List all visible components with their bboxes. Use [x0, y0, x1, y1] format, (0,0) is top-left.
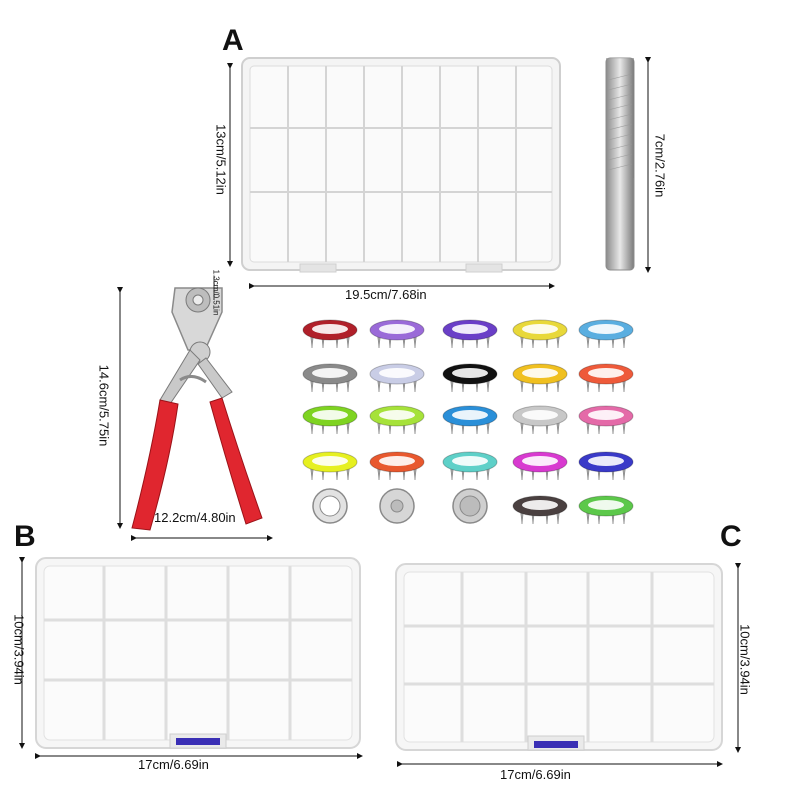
dim-box-c-height: 10cm/3.94in: [737, 624, 753, 695]
snap-socket: [312, 488, 348, 524]
snap-prong-ring: [369, 319, 425, 349]
dim-box-a-width: 19.5cm/7.68in: [345, 287, 427, 302]
snap-prong-ring: [578, 495, 634, 525]
dim-box-c-width: 17cm/6.69in: [500, 767, 571, 782]
dim-pliers-jaw: 1.3cm/0.51in: [211, 269, 221, 316]
storage-box-a: [241, 57, 561, 273]
dim-box-b-height: 10cm/3.94in: [11, 614, 27, 685]
snap-prong-ring: [442, 319, 498, 349]
storage-box-b: [35, 557, 361, 749]
snap-prong-ring: [369, 405, 425, 435]
storage-box-c: [395, 563, 723, 751]
dim-punch-height: 7cm/2.76in: [652, 133, 668, 198]
snap-fastener-grid: [302, 319, 634, 525]
punch-tool: [605, 57, 635, 271]
snap-prong-ring: [302, 405, 358, 435]
snap-prong-ring: [512, 363, 568, 393]
dim-box-a-height: 13cm/5.12in: [213, 124, 229, 195]
label-b: B: [14, 520, 36, 553]
snap-pliers: [131, 287, 263, 531]
latch-c: [534, 741, 578, 748]
snap-socket: [379, 488, 415, 524]
snap-prong-ring: [442, 451, 498, 481]
snap-prong-ring: [302, 451, 358, 481]
snap-socket: [452, 488, 488, 524]
snap-prong-ring: [512, 319, 568, 349]
dim-pliers-height: 14.6cm/5.75in: [96, 364, 112, 447]
snap-prong-ring: [302, 319, 358, 349]
label-a: A: [222, 24, 244, 57]
latch-b: [176, 738, 220, 745]
snap-prong-ring: [578, 319, 634, 349]
label-c: C: [720, 520, 742, 553]
snap-prong-ring: [302, 363, 358, 393]
snap-prong-ring: [369, 363, 425, 393]
dim-box-b-width: 17cm/6.69in: [138, 757, 209, 772]
snap-prong-ring: [578, 451, 634, 481]
snap-prong-ring: [442, 363, 498, 393]
snap-prong-ring: [512, 405, 568, 435]
snap-prong-ring: [578, 405, 634, 435]
snap-prong-ring: [442, 405, 498, 435]
snap-prong-ring: [512, 451, 568, 481]
dim-pliers-width: 12.2cm/4.80in: [154, 510, 236, 525]
snap-prong-ring: [578, 363, 634, 393]
snap-prong-ring: [512, 495, 568, 525]
snap-prong-ring: [369, 451, 425, 481]
